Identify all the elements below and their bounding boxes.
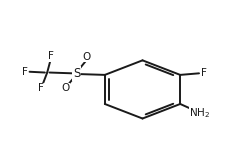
Text: F: F [22, 67, 28, 77]
Text: NH$_2$: NH$_2$ [189, 106, 210, 120]
Text: F: F [201, 68, 207, 78]
Text: S: S [73, 67, 80, 80]
Text: O: O [83, 52, 91, 62]
Text: O: O [61, 83, 69, 93]
Text: F: F [48, 51, 54, 61]
Text: F: F [38, 83, 44, 93]
